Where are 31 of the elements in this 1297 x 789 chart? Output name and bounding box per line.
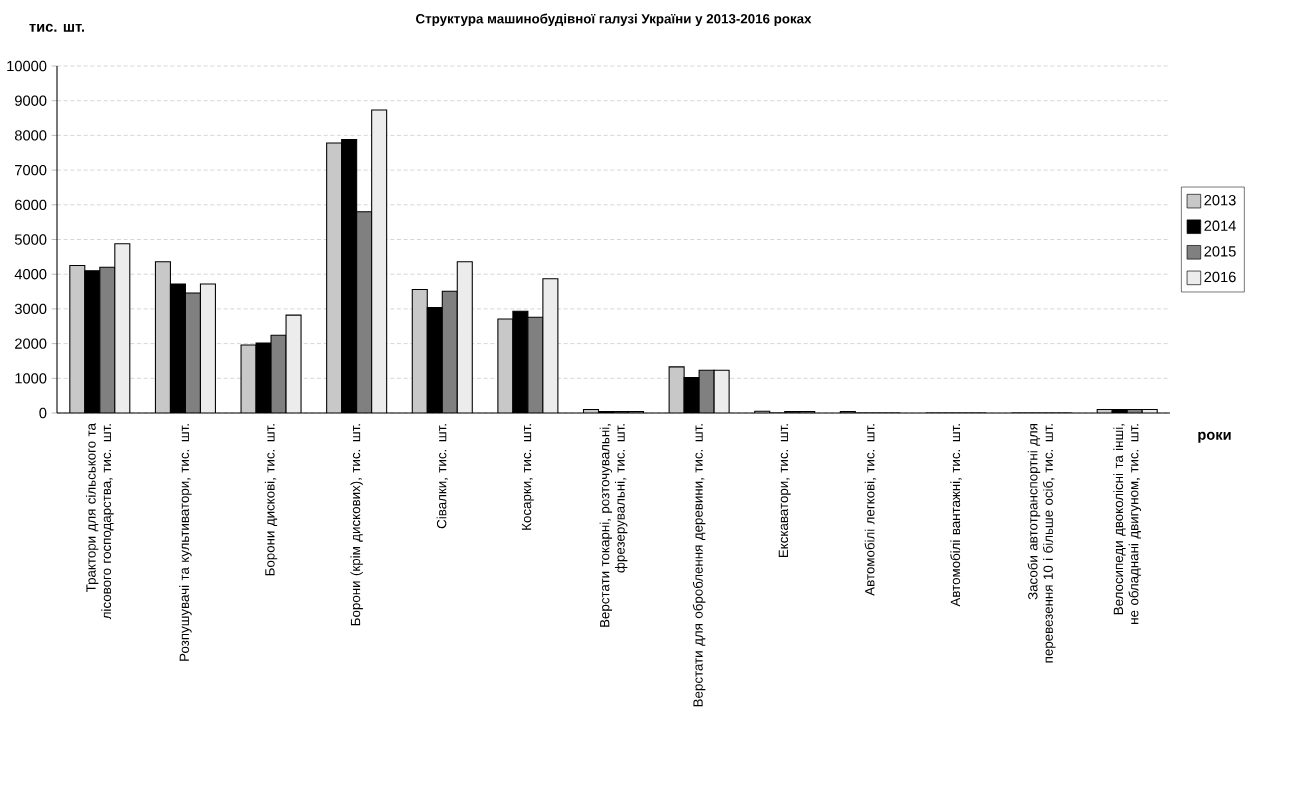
x-tick-label: Верстати для оброблення деревини, тис. шт. [692,424,706,707]
x-tick-label: Автомобілі вантажні, тис. шт. [950,424,962,607]
legend-label: 2016 [1204,271,1236,283]
x-axis-title: роки [1198,431,1231,443]
legend-label: 2014 [1204,220,1236,231]
legend-label: 2013 [1204,195,1236,206]
x-tick-label: Борони дискові, тис. шт. [264,424,278,576]
x-tick-label: Косарки, тис. шт. [521,424,534,530]
x-tick-label: Розпушувачі та культиватори, тис. шт. [179,424,192,661]
y-tick-label: 1000 [15,373,47,384]
x-tick-label: Автомобілі легкові, тис. шт. [864,424,877,596]
y-axis-title: тис. шт. [29,23,85,32]
x-tick-label: Засоби автотранспортні для перевезення 10 і більше осіб, тис. шт. [1027,424,1056,663]
y-tick-label: 7000 [15,164,47,176]
y-tick-label: 0 [39,407,47,419]
y-tick-label: 10000 [7,60,47,72]
legend-label: 2015 [1204,246,1236,257]
y-tick-label: 2000 [15,338,47,349]
chart-title: Структура машинобудівної галузі України у 2013-2016 роках [416,13,812,27]
x-tick-label: Сівалки, тис. шт. [436,424,448,529]
y-tick-label: 4000 [14,269,47,280]
x-tick-label: Трактори для сільського та лісового господарства, тис. шт. [85,423,114,620]
x-tick-label: Екскаватори, тис. шт. [778,424,791,558]
y-tick-label: 6000 [15,199,47,210]
y-tick-label: 5000 [14,234,47,245]
x-tick-label: Борони (крім дискових), тис. шт. [350,424,363,626]
x-tick-label: Велосипеди двоколісні та інші, не обладнані двигуном, тис. шт. [1113,424,1142,624]
x-tick-label: Верстати токарні, розточувальні, фрезерувальні, тис. шт. [599,424,628,627]
y-tick-label: 3000 [14,303,47,315]
y-tick-label: 9000 [15,95,47,106]
y-tick-label: 8000 [14,130,47,141]
